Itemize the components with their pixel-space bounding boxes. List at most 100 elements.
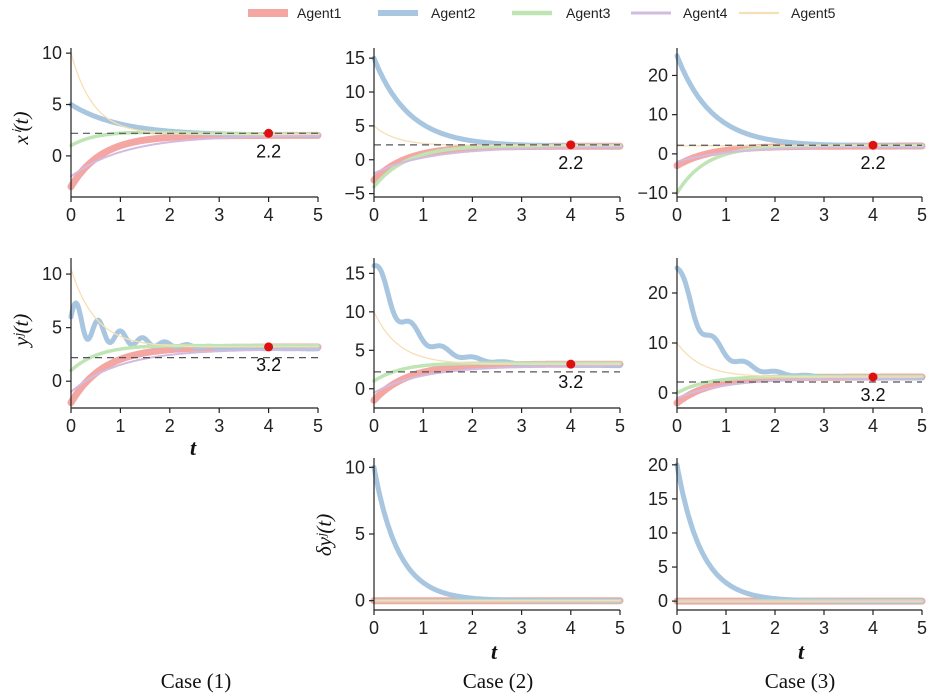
x-tick-label: 3 xyxy=(517,416,527,436)
annotation-x3: 2.2 xyxy=(860,153,885,173)
series-y3-agent2 xyxy=(674,265,925,381)
ylabel-x: xⁱ(t) xyxy=(9,112,33,146)
x-tick-label: 0 xyxy=(66,416,76,436)
x-tick-label: 5 xyxy=(615,618,625,638)
x-tick-label: 5 xyxy=(917,416,927,436)
x-tick-label: 2 xyxy=(770,416,780,436)
series-y1-agent3 xyxy=(69,343,320,373)
x-tick-label: 0 xyxy=(66,205,76,225)
t-label-case3: t xyxy=(798,639,805,664)
case-label-2: Case (2) xyxy=(463,669,534,693)
panel-y2: 3.2 0 1 2 3 4 5 0 5 10 15 xyxy=(345,258,625,436)
x-tick-label: 5 xyxy=(917,618,927,638)
x-tick-label: 4 xyxy=(868,205,878,225)
x-tick-label: 4 xyxy=(264,205,274,225)
legend-label-agent3: Agent3 xyxy=(566,5,611,21)
x-tick-label: 2 xyxy=(770,205,780,225)
marker-y1 xyxy=(264,342,274,352)
legend-label-agent5: Agent5 xyxy=(791,5,836,21)
annotation-y3: 3.2 xyxy=(860,385,885,405)
y-tick-label: 20 xyxy=(648,283,668,303)
series-y2-agent4 xyxy=(373,364,621,394)
series-x2-agent2 xyxy=(371,55,623,149)
x-tick-label: 5 xyxy=(313,416,323,436)
annotation-x1: 2.2 xyxy=(256,141,281,161)
panel-x1: 2.2 0 1 2 3 4 5 0 5 10 xyxy=(42,43,323,225)
y-tick-label: 0 xyxy=(658,591,668,611)
x-tick-label: 1 xyxy=(115,205,125,225)
x-tick-label: 0 xyxy=(672,618,682,638)
x-tick-label: 1 xyxy=(721,618,731,638)
x-tick-label: 2 xyxy=(467,416,477,436)
series-y2-agent2 xyxy=(371,263,623,369)
x-tick-label: 1 xyxy=(115,416,125,436)
y-tick-label: 10 xyxy=(648,105,668,125)
y-tick-label: 0 xyxy=(355,150,365,170)
series-y1-agent4 xyxy=(70,348,319,393)
t-label-case2: t xyxy=(491,639,498,664)
x-tick-label: 1 xyxy=(418,618,428,638)
y-tick-label: 5 xyxy=(355,340,365,360)
series-x1-agent5 xyxy=(70,52,319,135)
y-tick-label: 10 xyxy=(648,523,668,543)
x-tick-label: 3 xyxy=(819,205,829,225)
x-tick-label: 4 xyxy=(566,416,576,436)
x-tick-label: 3 xyxy=(819,416,829,436)
labels: xⁱ(t) yʲ(t) δyʲ(t) t t t Case (1) Case (… xyxy=(9,112,835,693)
y-tick-label: 10 xyxy=(648,333,668,353)
y-tick-label: −10 xyxy=(637,183,668,203)
x-tick-label: 0 xyxy=(369,416,379,436)
x-tick-label: 2 xyxy=(165,205,175,225)
x-tick-label: 4 xyxy=(566,618,576,638)
x-tick-label: 1 xyxy=(418,205,428,225)
x-tick-label: 4 xyxy=(868,618,878,638)
legend-label-agent1: Agent1 xyxy=(297,5,342,21)
y-tick-label: −5 xyxy=(344,184,365,204)
x-tick-label: 1 xyxy=(721,416,731,436)
series-x1-agent4 xyxy=(70,134,319,178)
y-tick-label: 5 xyxy=(355,116,365,136)
annotation-y1: 3.2 xyxy=(256,355,281,375)
x-tick-label: 0 xyxy=(369,618,379,638)
y-tick-label: 0 xyxy=(355,379,365,399)
series-y3-agent4 xyxy=(676,377,923,399)
panel-y1: 3.2 0 1 2 3 4 5 0 5 10 xyxy=(42,258,323,436)
x-tick-label: 3 xyxy=(214,416,224,436)
marker-x1 xyxy=(264,128,274,138)
x-tick-label: 5 xyxy=(615,416,625,436)
y-tick-label: 15 xyxy=(345,263,365,283)
series-dy3-agent2 xyxy=(674,462,925,604)
x-tick-label: 0 xyxy=(672,205,682,225)
x-tick-label: 4 xyxy=(566,205,576,225)
series-y1-agent5 xyxy=(70,268,319,348)
annotation-y2: 3.2 xyxy=(558,372,583,392)
x-tick-label: 2 xyxy=(165,416,175,436)
y-tick-label: 10 xyxy=(345,82,365,102)
y-tick-label: 5 xyxy=(52,95,62,115)
case-label-3: Case (3) xyxy=(765,669,836,693)
series-y2-agent5 xyxy=(373,311,621,365)
y-tick-label: 5 xyxy=(52,318,62,338)
x-tick-label: 5 xyxy=(917,205,927,225)
legend: Agent1 Agent2 Agent3 Agent4 Agent5 xyxy=(248,5,836,21)
y-tick-label: 20 xyxy=(648,65,668,85)
y-tick-label: 10 xyxy=(42,264,62,284)
y-tick-label: 0 xyxy=(52,371,62,391)
series-y1-agent2 xyxy=(68,300,321,352)
x-tick-label: 3 xyxy=(517,618,527,638)
panel-dy2: 0 1 2 3 4 5 0 5 10 xyxy=(345,457,625,638)
marker-y3 xyxy=(868,372,878,382)
series-x1-agent2 xyxy=(68,102,321,138)
series-x3-agent2 xyxy=(674,53,925,149)
y-tick-label: 0 xyxy=(658,144,668,164)
x-tick-label: 2 xyxy=(770,618,780,638)
x-tick-label: 5 xyxy=(615,205,625,225)
x-tick-label: 1 xyxy=(418,416,428,436)
annotation-x2: 2.2 xyxy=(558,153,583,173)
marker-x3 xyxy=(868,140,878,150)
case-label-1: Case (1) xyxy=(161,669,232,693)
panel-y3: 3.2 0 1 2 3 4 5 0 10 20 xyxy=(648,258,927,436)
